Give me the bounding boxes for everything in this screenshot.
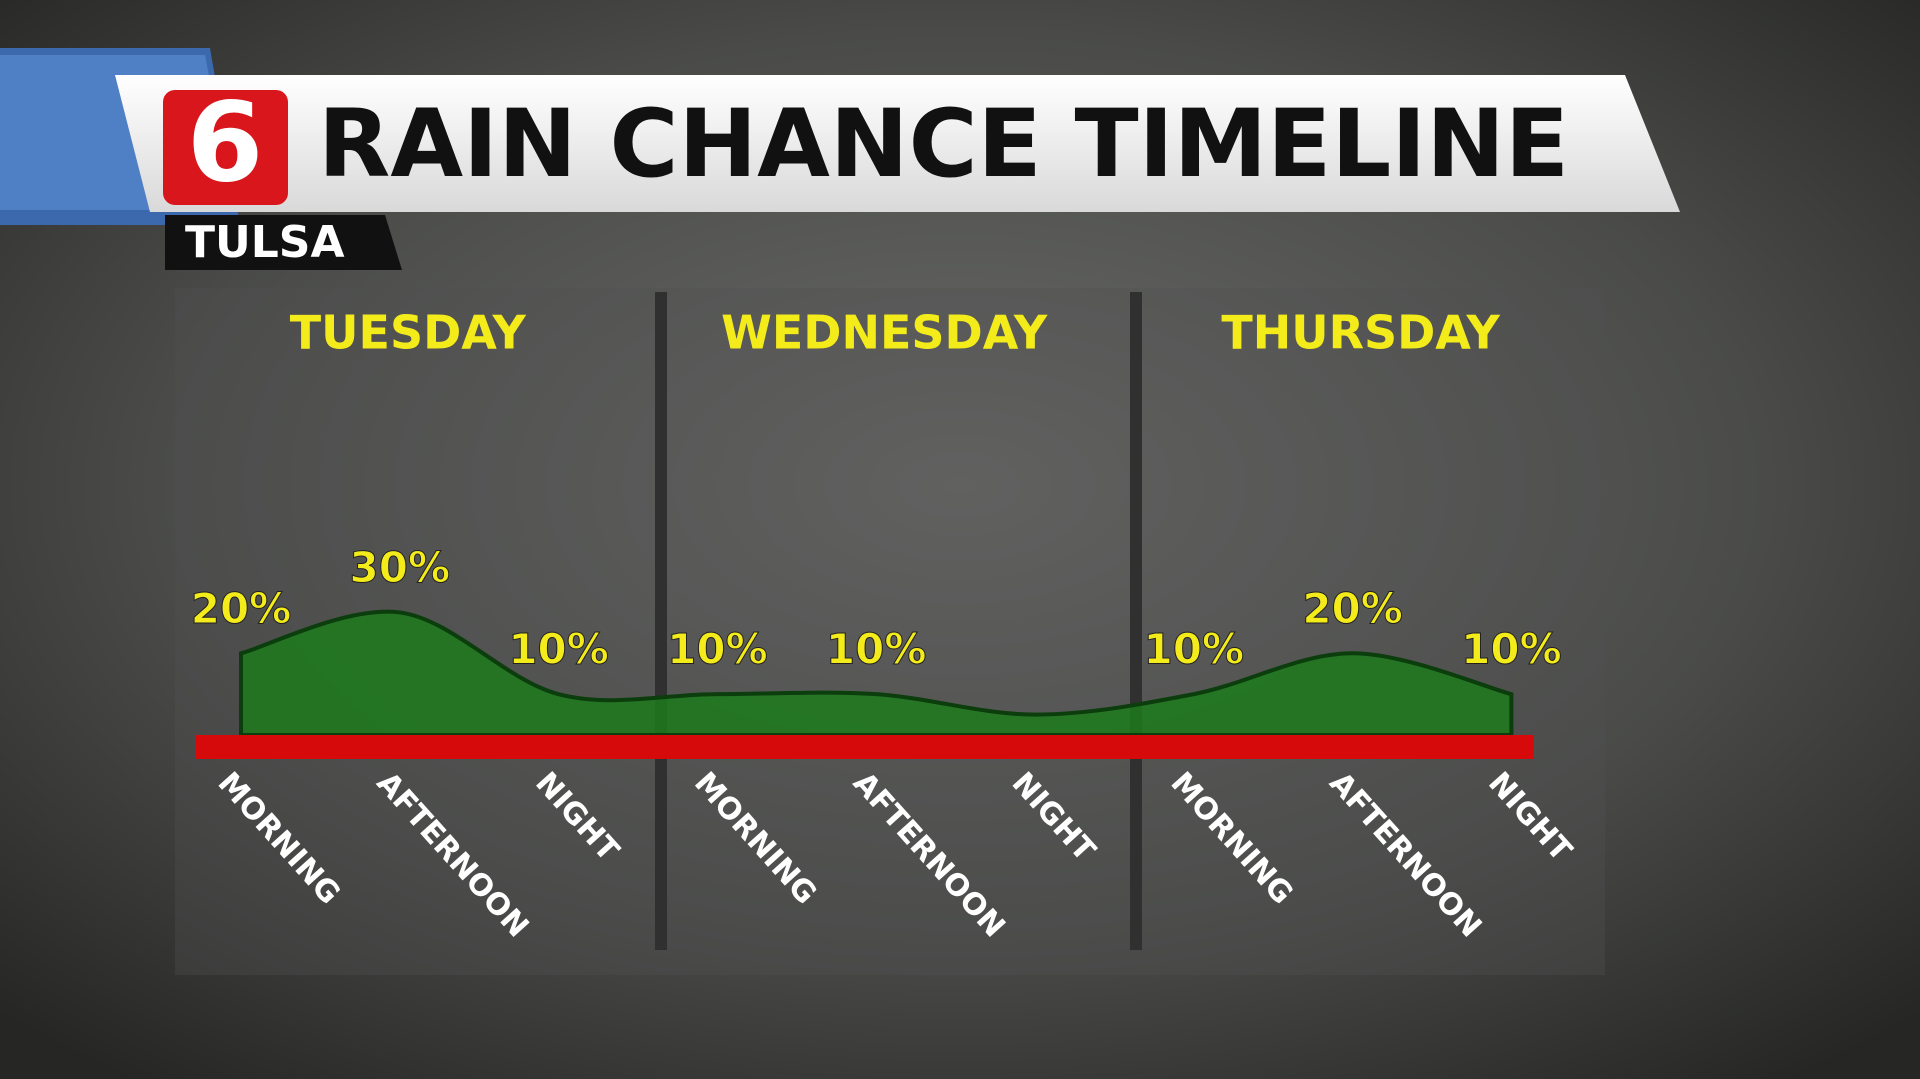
banner	[115, 75, 1680, 212]
value-label: 20%	[1302, 584, 1403, 633]
title: RAIN CHANCE TIMELINE	[318, 90, 1569, 199]
value-label: 30%	[350, 543, 451, 592]
value-label: 10%	[508, 625, 609, 674]
divider	[1130, 292, 1142, 950]
value-label: 10%	[826, 625, 927, 674]
location: TULSA	[185, 217, 345, 268]
day-label: WEDNESDAY	[721, 306, 1048, 360]
day-label: TUESDAY	[290, 306, 527, 360]
value-label: 20%	[191, 584, 292, 633]
location-tab	[165, 215, 402, 270]
value-label: 10%	[667, 625, 768, 674]
baseline	[196, 735, 1534, 759]
value-label: 10%	[1461, 625, 1562, 674]
logo-box	[163, 90, 288, 205]
rain-area	[239, 609, 1514, 737]
day-label: THURSDAY	[1221, 306, 1500, 360]
divider	[655, 292, 667, 950]
value-label: 10%	[1144, 625, 1245, 674]
logo: 6	[187, 78, 264, 206]
